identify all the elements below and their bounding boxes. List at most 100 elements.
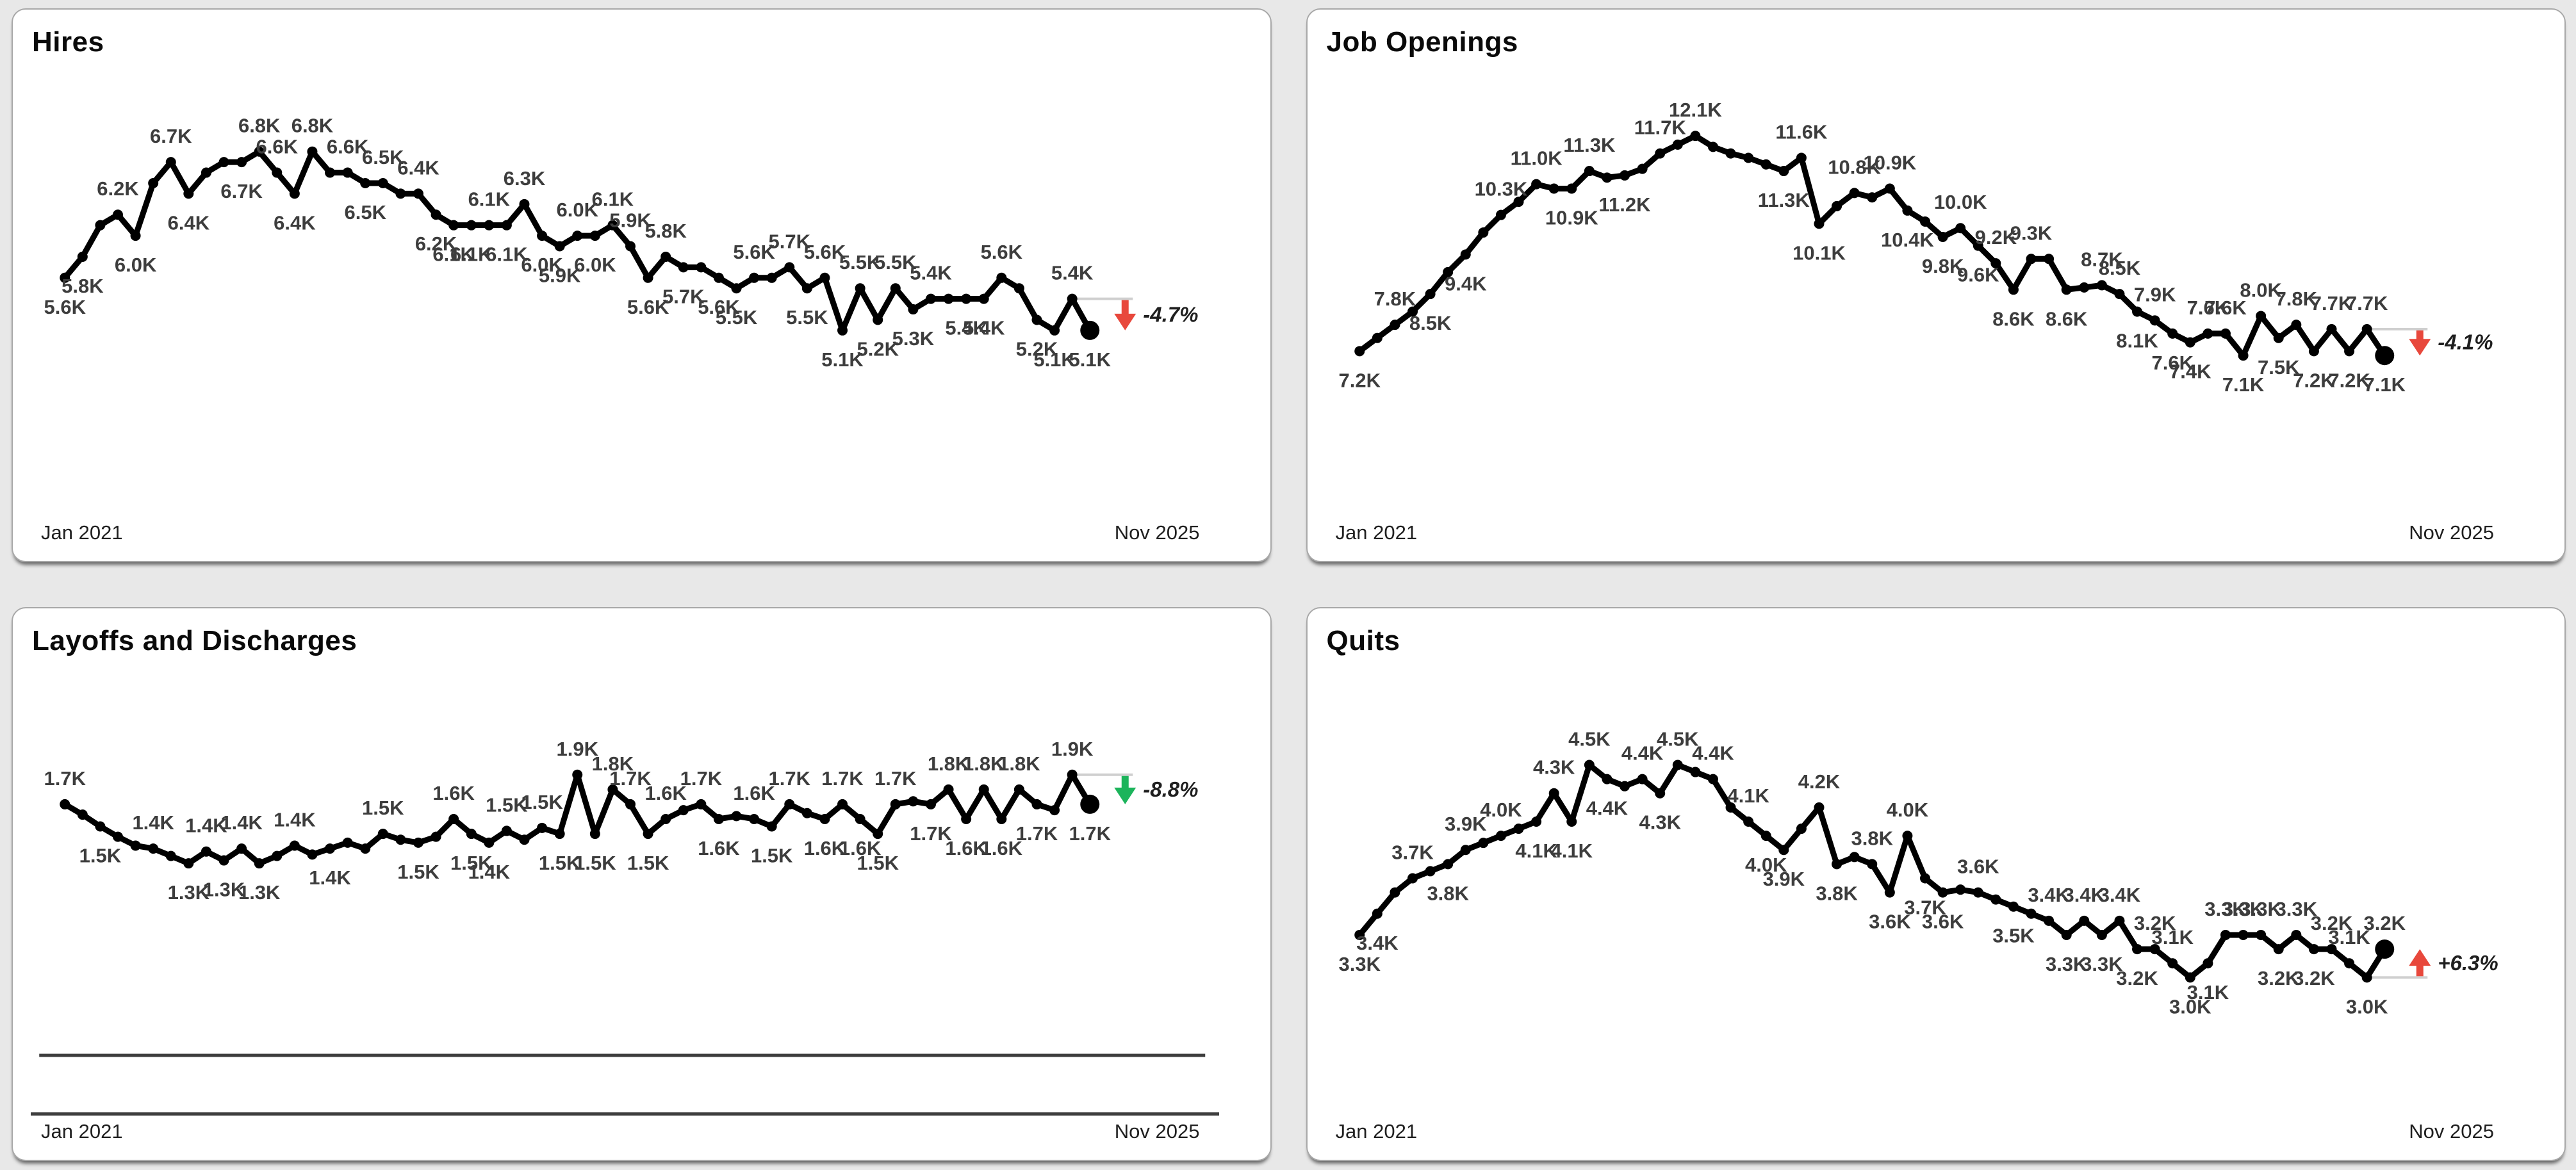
data-label: 6.1K — [432, 243, 475, 266]
data-label: 5.6K — [698, 296, 740, 318]
data-label: 3.3K — [2240, 898, 2282, 920]
data-point — [1796, 152, 1807, 163]
data-point — [1495, 209, 1506, 220]
data-label: 3.2K — [2310, 912, 2352, 934]
data-point — [1425, 866, 1436, 877]
card-hires[interactable]: Hires 5.6K 5.8K 6.2K 6.0K 6.7K 6.4K 6.7K 6.8K 6.… — [12, 8, 1272, 562]
data-point — [643, 272, 653, 283]
data-label: 3.3K — [2275, 898, 2317, 920]
data-point — [254, 858, 265, 869]
data-label: 5.6K — [804, 241, 846, 263]
data-point — [183, 188, 194, 199]
data-point — [1372, 332, 1382, 343]
data-point — [1813, 218, 1824, 229]
data-point — [60, 799, 70, 809]
data-label: 8.5K — [2098, 257, 2140, 279]
data-label: 3.3K — [2222, 898, 2264, 920]
layoffs-line-chart[interactable]: 1.7K1.5K1.4K1.3K1.4K1.3K1.4K1.3K1.4K1.4K… — [32, 663, 1251, 1086]
data-point — [749, 272, 760, 283]
data-point — [1354, 929, 1365, 940]
data-label: 9.8K — [1921, 255, 1964, 277]
data-point — [925, 799, 936, 809]
data-point — [731, 283, 742, 294]
data-label: 5.2K — [857, 337, 899, 360]
data-point — [996, 813, 1007, 824]
axis-label-end: Nov 2025 — [2409, 1120, 2494, 1142]
data-point — [2343, 958, 2354, 969]
data-label: 7.1K — [2222, 373, 2264, 396]
data-label: 3.1K — [2328, 926, 2370, 948]
quits-line-chart[interactable]: 3.3K3.4K3.7K3.8K3.9K4.0K4.1K4.3K4.1K4.5K… — [1327, 663, 2546, 1086]
data-label: 1.8K — [928, 752, 970, 775]
data-label: 6.0K — [521, 254, 563, 276]
data-point — [2290, 320, 2301, 330]
data-point — [607, 784, 618, 795]
data-label: 3.2K — [2116, 967, 2158, 989]
data-label: 1.8K — [592, 752, 634, 775]
data-point — [1689, 131, 1700, 142]
data-point — [696, 262, 707, 273]
data-point — [377, 177, 388, 188]
data-point — [2167, 328, 2178, 339]
data-point — [1919, 216, 1930, 227]
data-label: 5.7K — [662, 285, 705, 307]
data-point — [2220, 929, 2231, 940]
data-point — [307, 146, 318, 157]
data-point — [325, 167, 336, 178]
data-point — [1901, 831, 1912, 841]
data-label: 10.9K — [1545, 206, 1598, 229]
data-label: 5.6K — [44, 296, 86, 318]
data-point — [1442, 859, 1453, 870]
data-label: 4.5K — [1657, 727, 1699, 750]
data-label: 3.4K — [1356, 932, 1399, 954]
data-label: 3.5K — [1992, 925, 2035, 947]
data-point — [272, 850, 283, 861]
data-point — [519, 199, 530, 209]
data-point — [1513, 824, 1524, 834]
data-point — [1973, 240, 1983, 251]
data-label: 3.7K — [1391, 841, 1434, 863]
data-point — [1354, 346, 1365, 357]
card-job-openings[interactable]: Job Openings 7.2K 7.8K 8.5K 9.4K 10.3K 11.0K 1… — [1306, 8, 2566, 562]
data-label: 6.6K — [256, 136, 299, 158]
data-point — [2361, 324, 2372, 335]
change-percent-label: -4.1% — [2438, 330, 2493, 354]
data-point — [2255, 311, 2266, 321]
data-point — [360, 177, 371, 188]
card-layoffs-discharges[interactable]: Layoffs and Discharges 1.7K 1.5K 1.4K 1.3K 1… — [12, 607, 1272, 1161]
axis-label-start: Jan 2021 — [1335, 521, 1418, 544]
data-point — [2290, 929, 2301, 940]
data-point — [2326, 944, 2336, 955]
data-label: 1.5K — [539, 852, 581, 874]
data-point — [837, 799, 848, 809]
card-quits[interactable]: Quits 3.3K 3.4K 3.7K 3.8K 3.9K 4.0K 4.1K 4.3K 4.… — [1306, 607, 2566, 1161]
data-point — [1849, 852, 1860, 863]
data-point — [113, 209, 124, 220]
data-label: 6.1K — [486, 243, 528, 266]
data-label: 5.5K — [874, 251, 917, 273]
data-point — [784, 799, 795, 809]
data-label: 7.5K — [2257, 356, 2299, 378]
data-label: 5.5K — [786, 306, 828, 329]
data-label: 5.4K — [963, 317, 1005, 339]
data-label: 1.5K — [857, 852, 899, 874]
data-label: 1.9K — [1051, 738, 1094, 760]
data-label: 11.6K — [1775, 120, 1828, 143]
data-label: 1.5K — [521, 791, 563, 813]
hires-line-chart[interactable]: 5.6K5.8K6.2K6.0K6.7K6.4K6.7K6.8K6.6K6.4K… — [32, 65, 1251, 487]
data-label: 3.4K — [2063, 884, 2105, 906]
data-point — [2078, 282, 2089, 293]
data-label: 4.4K — [1621, 742, 1663, 765]
data-point — [978, 784, 989, 795]
data-point — [1460, 845, 1471, 856]
data-label: 11.7K — [1634, 117, 1686, 139]
data-label: 4.5K — [1568, 727, 1611, 750]
data-point — [766, 821, 777, 832]
data-point — [943, 293, 954, 304]
data-label: 3.3K — [2045, 953, 2087, 975]
data-label: 7.4K — [2169, 361, 2211, 383]
data-label: 6.8K — [291, 115, 334, 137]
data-label: 1.4K — [309, 866, 351, 889]
job-openings-line-chart[interactable]: 7.2K7.8K8.5K9.4K10.3K11.0K10.9K11.3K11.2… — [1327, 65, 2546, 487]
data-point — [1707, 774, 1718, 784]
